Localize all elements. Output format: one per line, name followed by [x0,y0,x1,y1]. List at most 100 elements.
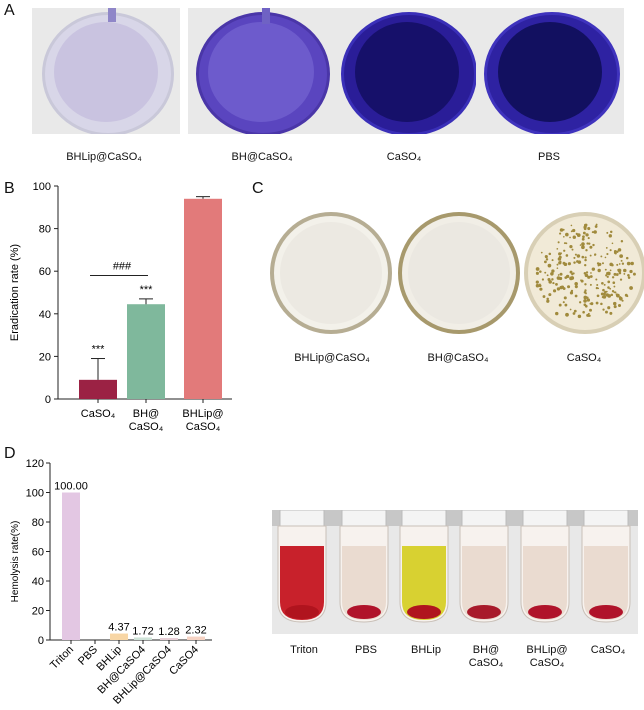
colony-dot [595,278,598,281]
petri-dish-caso4 [524,212,644,334]
colony-dot [630,262,633,265]
significance-mark: *** [92,344,106,356]
bar [134,637,152,640]
tube-liquid [462,546,506,620]
colony-dot [613,291,616,294]
colony-dot [546,274,549,277]
colony-dot [621,299,624,302]
colony-dot [609,269,612,272]
y-tick-label: 40 [39,309,51,321]
colony-dot [569,245,573,249]
colony-dot [605,247,608,249]
colony-dot [562,301,565,304]
colony-dot [619,278,623,281]
colony-dot [608,234,612,238]
colony-dot [611,276,615,279]
bar [62,492,80,640]
tube [581,510,631,623]
colony-dot [613,305,617,309]
colony-dot [577,260,582,264]
colony-dot [606,252,609,256]
petri-label-caso4: CaSO₄ [566,352,602,364]
tube-liquid [402,546,446,620]
colony-dot [609,287,612,290]
colony-dot [600,302,603,306]
colony-dot [557,241,560,244]
colony-dot [605,274,608,277]
colony-dot [535,283,540,288]
colony-dot [618,263,621,265]
tube-label: BHLip@ [526,644,568,656]
colony-dot [552,282,555,285]
colony-dot [584,273,589,278]
tube [277,510,327,623]
petri-dish-bh-caso4 [398,212,520,334]
colony-dot [560,252,563,255]
colony-dot [584,263,587,267]
data-label: 1.72 [132,625,153,637]
hemolysis-rate-chart: 0 20 40 60 80 100 120 Hemolysis rate(%) 100.00 Tr… [10,458,212,707]
colony-dot [625,256,629,260]
well-label-bhlip-caso4: BHLip@CaSO₄ [66,151,142,163]
data-label: 100.00 [54,481,88,493]
colony-dot [601,281,604,285]
colony-dot [564,276,568,279]
colony-dot [594,253,597,256]
colony-dot [618,271,622,275]
colony-dot [620,259,623,262]
colony-dot [613,301,617,306]
y-tick-label: 80 [39,224,51,236]
colony-dot [606,275,609,278]
colony-dot [583,295,588,300]
colony-dot [559,272,563,276]
colony-dot [581,255,585,259]
tube-label: CaSO₄ [468,657,504,669]
tube [459,510,509,623]
colony-dot [595,223,598,226]
bar [160,638,178,640]
colony-dot [587,226,591,231]
colony-dot [607,306,611,310]
colony-dot [585,233,589,237]
colony-dot [582,231,586,235]
colony-dot [588,242,591,245]
colony-dot [626,295,629,298]
colony-dot [556,267,559,269]
tubes-illustration [272,510,638,623]
colony-dot [601,262,604,265]
colony-dot [604,256,607,259]
colony-dot [551,278,554,281]
y-tick-label: 60 [32,547,44,559]
colony-dot [569,270,573,274]
colony-dot [556,263,559,266]
y-tick-label: 0 [45,394,51,406]
colony-dot [565,232,569,237]
colony-dot [559,232,562,235]
bacterial-colonies [535,223,636,319]
colony-dot [591,267,596,271]
colony-dot [627,274,630,277]
colony-dot [619,296,623,301]
colony-dot [548,252,552,256]
colony-dot [609,311,613,315]
y-tick-label: 80 [32,517,44,529]
colony-dot [613,285,616,288]
colony-dot [574,294,578,298]
comparison-label: ### [113,260,132,272]
colony-dot [596,294,600,298]
y-tick-label: 100 [26,488,44,500]
colony-dot [629,286,633,290]
colony-dot [602,288,605,292]
colony-dot [613,249,617,253]
colony-dot [581,237,585,241]
colony-dot [570,289,574,293]
colony-dot [556,276,561,280]
eradication-rate-chart: 0 20 40 60 80 100 Eradication rate (%) *** CaSO₄… [9,181,232,433]
y-tick-label: 120 [26,458,44,470]
colony-dot [564,303,568,307]
colony-dot [624,269,627,272]
tube-cap [461,510,507,527]
x-tick-label: BHLip@ [182,408,223,420]
y-tick-label: 60 [39,266,51,278]
colony-dot [610,230,613,234]
